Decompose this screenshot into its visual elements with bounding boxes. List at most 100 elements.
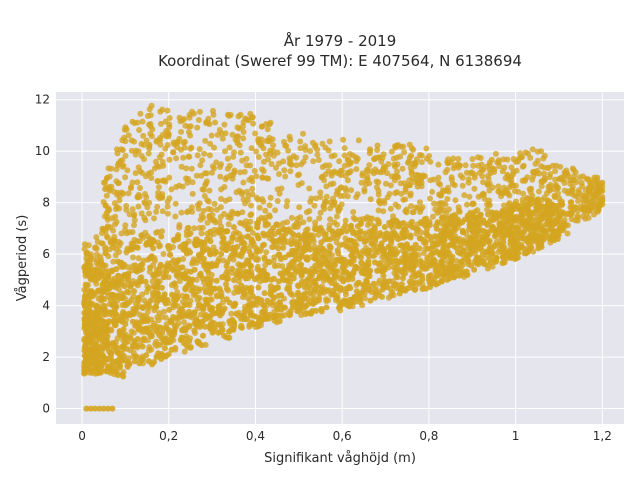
data-point: [254, 274, 261, 281]
data-point: [207, 228, 214, 235]
data-point: [137, 262, 144, 269]
data-point: [164, 198, 171, 205]
data-point: [270, 258, 277, 264]
data-point: [279, 275, 286, 282]
data-point: [597, 186, 604, 193]
data-point: [518, 154, 524, 161]
data-point: [100, 356, 107, 363]
data-point: [155, 271, 162, 277]
data-point: [153, 208, 160, 215]
data-point: [381, 200, 388, 206]
data-point: [251, 167, 258, 174]
data-point: [308, 309, 315, 316]
data-point: [109, 342, 116, 349]
data-point: [367, 146, 373, 153]
data-point: [317, 189, 324, 196]
data-point: [266, 202, 273, 209]
data-point: [108, 327, 115, 334]
data-point: [427, 158, 434, 165]
data-point: [362, 181, 369, 188]
data-point: [275, 312, 282, 319]
data-point: [310, 158, 317, 165]
data-point: [346, 258, 353, 265]
data-point: [320, 268, 327, 275]
data-point: [191, 320, 198, 327]
data-point: [176, 278, 183, 285]
data-point: [341, 162, 348, 169]
data-point: [181, 348, 188, 355]
data-point: [530, 210, 537, 217]
data-point: [169, 291, 175, 298]
data-point: [350, 230, 357, 237]
data-point: [330, 234, 337, 241]
data-point: [109, 277, 116, 284]
data-point: [296, 204, 303, 211]
data-point: [501, 259, 508, 266]
data-point: [594, 174, 601, 181]
data-point: [318, 306, 325, 312]
data-point: [106, 309, 113, 316]
data-point: [538, 178, 545, 185]
data-point: [308, 195, 315, 202]
data-point: [130, 329, 137, 336]
data-point: [122, 321, 129, 328]
data-point: [114, 371, 121, 378]
data-point: [130, 349, 137, 356]
data-point: [129, 179, 136, 186]
data-point: [378, 240, 385, 247]
x-tick-label: 0,6: [333, 429, 352, 443]
data-point: [385, 161, 392, 167]
data-point: [295, 283, 302, 290]
data-point: [357, 220, 364, 227]
data-point: [456, 266, 463, 273]
data-point: [119, 137, 126, 144]
data-point: [466, 211, 473, 218]
data-point: [119, 147, 126, 154]
data-point: [244, 188, 250, 195]
data-point: [567, 199, 574, 206]
data-point: [87, 338, 94, 345]
data-point: [333, 191, 340, 198]
data-point: [209, 163, 216, 170]
data-point: [322, 162, 329, 169]
data-point: [152, 158, 159, 165]
data-point: [317, 194, 324, 200]
data-point: [460, 247, 467, 254]
data-point: [330, 195, 336, 202]
data-point: [372, 286, 379, 292]
data-point: [124, 167, 131, 174]
data-point: [85, 242, 92, 249]
data-point: [196, 322, 203, 329]
data-point: [416, 279, 423, 285]
data-point: [217, 204, 224, 211]
data-point: [399, 165, 406, 172]
data-point: [218, 186, 225, 193]
data-point: [198, 172, 205, 179]
data-point: [248, 202, 254, 209]
data-point: [345, 276, 352, 283]
data-point: [455, 216, 461, 223]
data-point: [212, 285, 218, 292]
data-point: [342, 291, 349, 298]
data-point: [286, 285, 293, 292]
data-point: [181, 144, 188, 151]
data-point: [208, 132, 215, 139]
y-tick-label: 2: [42, 350, 50, 364]
data-point: [355, 279, 362, 286]
data-point: [108, 301, 115, 308]
data-point: [87, 405, 94, 412]
data-point: [585, 214, 592, 221]
data-point: [183, 324, 190, 331]
data-point: [442, 169, 449, 176]
data-point: [491, 169, 498, 175]
data-point: [416, 152, 423, 158]
data-point: [241, 308, 248, 315]
data-point: [179, 183, 186, 190]
data-point: [361, 188, 368, 195]
data-point: [398, 281, 405, 288]
data-point: [381, 224, 388, 230]
data-point: [276, 171, 282, 178]
data-point: [240, 135, 247, 142]
data-point: [191, 225, 198, 232]
data-point: [113, 311, 120, 318]
